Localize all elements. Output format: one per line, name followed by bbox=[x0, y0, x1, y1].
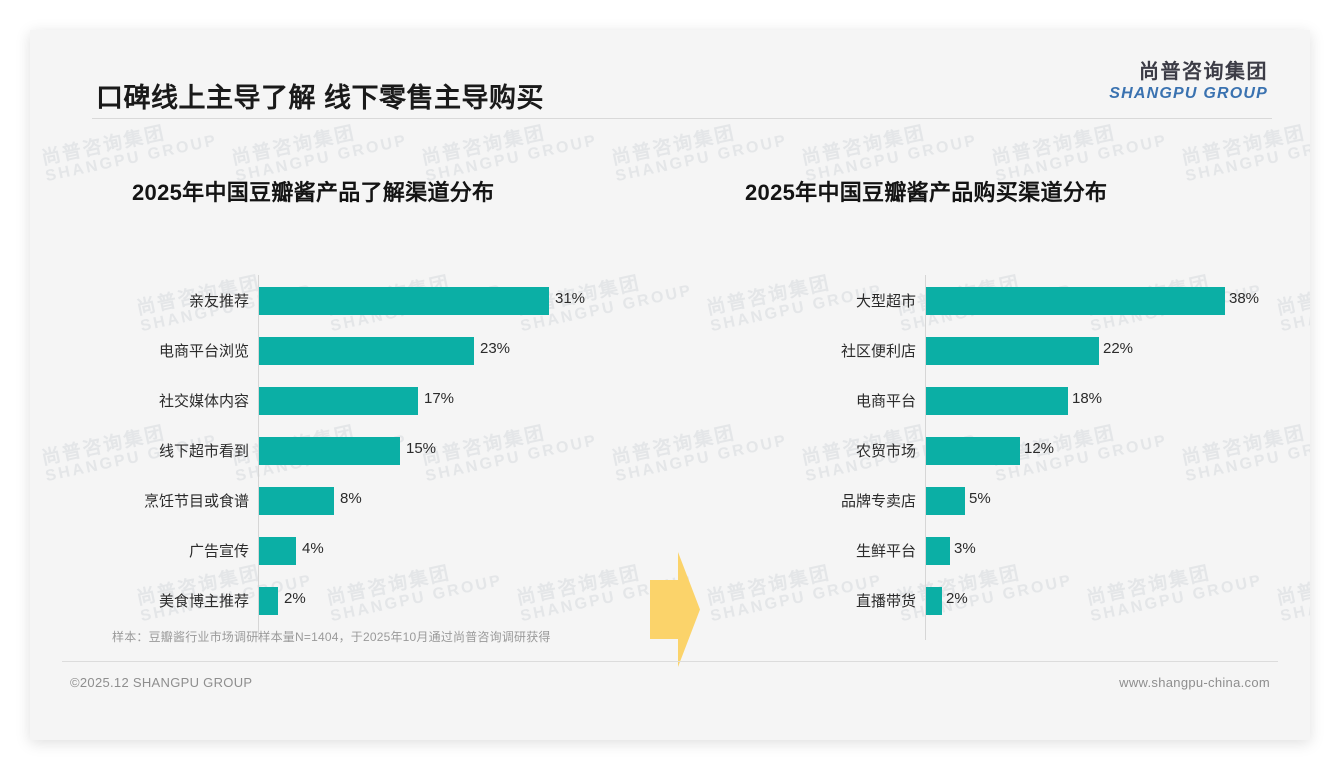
bar-row: 大型超市 38% bbox=[740, 279, 1280, 329]
bar bbox=[926, 337, 1099, 365]
bar-category-label: 亲友推荐 bbox=[188, 293, 249, 310]
bar-value-label: 4% bbox=[302, 540, 324, 557]
bar-row: 农贸市场 12% bbox=[740, 429, 1280, 479]
sample-footnote: 样本：豆瓣酱行业市场调研样本量N=1404，于2025年10月通过尚普咨询调研获… bbox=[112, 630, 551, 644]
charts-area: 2025年中国豆瓣酱产品了解渠道分布 亲友推荐 31% 电商平台浏览 23% 社交媒体内… bbox=[30, 120, 1310, 667]
chart-right-axis bbox=[925, 275, 926, 640]
bar bbox=[259, 537, 296, 565]
bar-category-label: 品牌专卖店 bbox=[840, 493, 916, 510]
chart-left-plot: 亲友推荐 31% 电商平台浏览 23% 社交媒体内容 17% 线下超市看到 15% 烹饪节目或食… bbox=[110, 275, 670, 640]
bar-row: 美食博主推荐 2% bbox=[110, 579, 670, 629]
bar-row: 电商平台 18% bbox=[740, 379, 1280, 429]
bar-category-label: 农贸市场 bbox=[855, 443, 916, 460]
chart-left-title: 2025年中国豆瓣酱产品了解渠道分布 bbox=[132, 180, 495, 205]
bar-row: 生鲜平台 3% bbox=[740, 529, 1280, 579]
footer-copyright: ©2025.12 SHANGPU GROUP bbox=[70, 675, 253, 690]
bar-category-label: 社交媒体内容 bbox=[158, 393, 249, 410]
chart-awareness-channels: 2025年中国豆瓣酱产品了解渠道分布 亲友推荐 31% 电商平台浏览 23% 社交媒体内… bbox=[90, 120, 670, 660]
bar-row: 电商平台浏览 23% bbox=[110, 329, 670, 379]
footer-divider bbox=[62, 661, 1278, 662]
header-divider bbox=[92, 118, 1272, 119]
bar-category-label: 美食博主推荐 bbox=[158, 593, 249, 610]
bar-value-label: 18% bbox=[1072, 390, 1103, 407]
bar-value-label: 8% bbox=[340, 490, 362, 507]
bar-value-label: 2% bbox=[284, 590, 306, 607]
bar bbox=[926, 287, 1225, 315]
bar-category-label: 线下超市看到 bbox=[158, 443, 249, 460]
brand-logo: 尚普咨询集团 SHANGPU GROUP bbox=[1109, 62, 1268, 102]
slide-header: 口碑线上主导了解 线下零售主导购买 尚普咨询集团 SHANGPU GROUP bbox=[30, 30, 1310, 120]
bar bbox=[259, 337, 474, 365]
bar-category-label: 广告宣传 bbox=[188, 543, 249, 560]
bar bbox=[926, 487, 965, 515]
bar-row: 直播带货 2% bbox=[740, 579, 1280, 629]
chart-right-title: 2025年中国豆瓣酱产品购买渠道分布 bbox=[745, 180, 1108, 205]
bar-category-label: 社区便利店 bbox=[840, 343, 916, 360]
right-arrow-icon bbox=[650, 552, 700, 667]
bar-category-label: 烹饪节目或食谱 bbox=[143, 493, 249, 510]
footer-website[interactable]: www.shangpu-china.com bbox=[1119, 675, 1270, 690]
bar-value-label: 5% bbox=[969, 490, 991, 507]
bar bbox=[926, 387, 1068, 415]
chart-right-plot: 大型超市 38% 社区便利店 22% 电商平台 18% 农贸市场 12% 品牌专卖店 5% 生鲜平台… bbox=[740, 275, 1280, 640]
bar-category-label: 生鲜平台 bbox=[855, 543, 916, 560]
bar-row: 烹饪节目或食谱 8% bbox=[110, 479, 670, 529]
page-title: 口碑线上主导了解 线下零售主导购买 bbox=[96, 83, 545, 113]
slide-card: 口碑线上主导了解 线下零售主导购买 尚普咨询集团 SHANGPU GROUP 尚… bbox=[30, 30, 1310, 740]
bar-value-label: 22% bbox=[1103, 340, 1134, 357]
bar-value-label: 31% bbox=[555, 290, 586, 307]
logo-chinese-text: 尚普咨询集团 bbox=[1139, 61, 1268, 83]
bar-value-label: 2% bbox=[946, 590, 968, 607]
bar-value-label: 23% bbox=[480, 340, 511, 357]
bar-value-label: 15% bbox=[406, 440, 437, 457]
bar-row: 线下超市看到 15% bbox=[110, 429, 670, 479]
bar-value-label: 3% bbox=[954, 540, 976, 557]
bar-value-label: 12% bbox=[1024, 440, 1055, 457]
bar bbox=[259, 287, 549, 315]
bar bbox=[259, 487, 334, 515]
bar-value-label: 38% bbox=[1229, 290, 1260, 307]
bar bbox=[926, 537, 950, 565]
bar bbox=[926, 587, 942, 615]
bar-row: 广告宣传 4% bbox=[110, 529, 670, 579]
bar-row: 社区便利店 22% bbox=[740, 329, 1280, 379]
bar-category-label: 电商平台 bbox=[855, 393, 916, 410]
bar bbox=[259, 587, 278, 615]
bar-value-label: 17% bbox=[424, 390, 455, 407]
chart-purchase-channels: 2025年中国豆瓣酱产品购买渠道分布 大型超市 38% 社区便利店 22% 电商平台 18… bbox=[720, 120, 1280, 660]
bar bbox=[259, 437, 400, 465]
logo-english-text: SHANGPU GROUP bbox=[1109, 85, 1268, 102]
bar-row: 亲友推荐 31% bbox=[110, 279, 670, 329]
bar bbox=[926, 437, 1020, 465]
bar-row: 品牌专卖店 5% bbox=[740, 479, 1280, 529]
bar-row: 社交媒体内容 17% bbox=[110, 379, 670, 429]
bar bbox=[259, 387, 418, 415]
bar-category-label: 大型超市 bbox=[855, 293, 916, 310]
chart-left-axis bbox=[258, 275, 259, 640]
bar-category-label: 直播带货 bbox=[855, 593, 916, 610]
bar-category-label: 电商平台浏览 bbox=[158, 343, 249, 360]
